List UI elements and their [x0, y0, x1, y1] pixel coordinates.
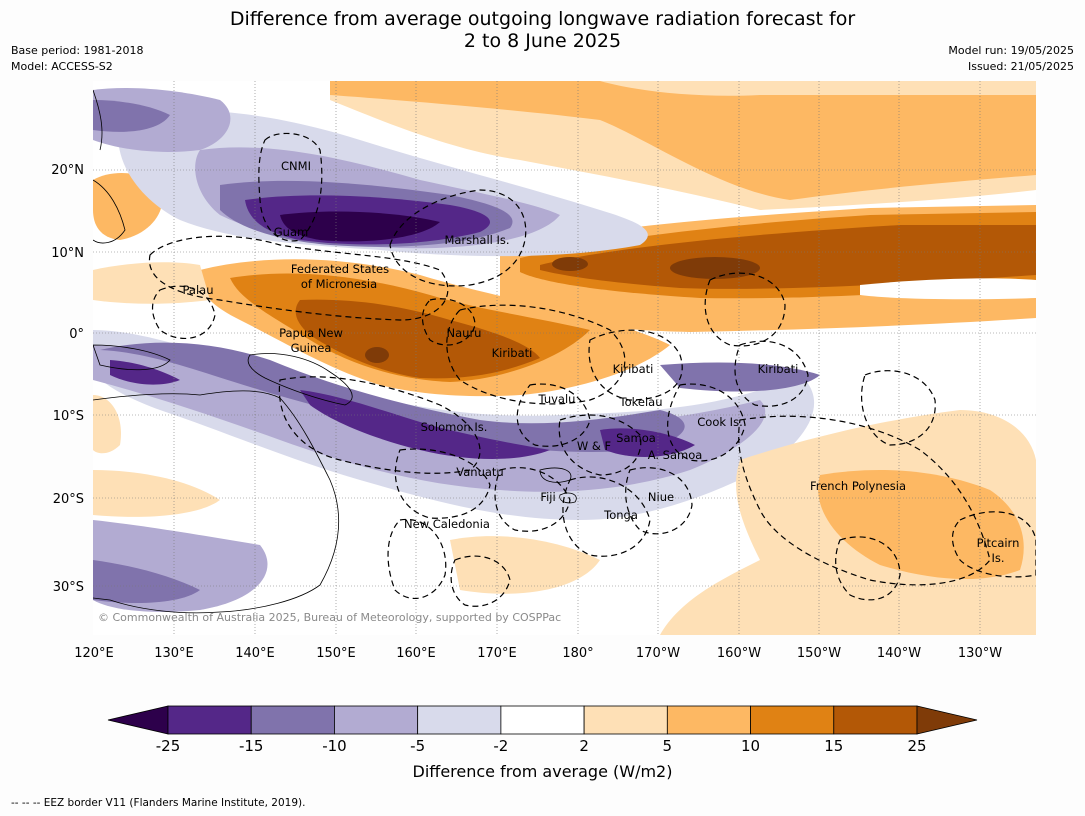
colorbar-tick-label: 25 — [907, 737, 926, 755]
lon-label-170e: 170°E — [477, 646, 517, 661]
colorbar-tick-label: -15 — [239, 737, 264, 755]
label-french-polynesia: French Polynesia — [810, 479, 906, 493]
model-run: Model run: 19/05/2025 — [948, 44, 1074, 57]
colorbar-segment — [334, 705, 419, 735]
label-cnmi: CNMI — [281, 159, 311, 173]
lat-label-20n: 20°N — [51, 163, 84, 178]
copyright-notice: © Commonwealth of Australia 2025, Bureau… — [98, 611, 561, 624]
base-period: Base period: 1981-2018 — [11, 44, 144, 57]
label-png-line2: Guinea — [291, 341, 332, 355]
lat-label-20s: 20°S — [53, 492, 84, 507]
label-kiribati-east: Kiribati — [758, 362, 799, 376]
meta-right: Model run: 19/05/2025 Issued: 21/05/2025 — [948, 43, 1074, 75]
title-line-2: 2 to 8 June 2025 — [463, 30, 622, 52]
colorbar-segment — [500, 705, 585, 735]
colorbar-tick-label: -25 — [156, 737, 181, 755]
lat-axis-labels: 20°N 10°N 0° 10°S 20°S 30°S — [51, 163, 84, 595]
map-title: Difference from average outgoing longwav… — [0, 8, 1085, 52]
colorbar-arrow-high — [916, 705, 978, 735]
model-name: Model: ACCESS-S2 — [11, 60, 113, 73]
label-niue: Niue — [648, 490, 674, 504]
label-cook-is: Cook Is. — [697, 415, 742, 429]
colorbar-segment — [750, 705, 835, 735]
colorbar-segment — [167, 705, 252, 735]
colorbar-tick-label: -10 — [322, 737, 347, 755]
place-labels: CNMI Guam Marshall Is. Federated States … — [183, 159, 1020, 565]
label-vanuatu: Vanuatu — [456, 465, 503, 479]
label-guam: Guam — [274, 225, 308, 239]
title-line-1: Difference from average outgoing longwav… — [229, 8, 856, 30]
colorbar-tick-label: 2 — [579, 737, 589, 755]
lat-label-0: 0° — [69, 327, 84, 342]
lon-label-140e: 140°E — [235, 646, 275, 661]
label-nauru: Nauru — [447, 326, 482, 340]
label-new-caledonia: New Caledonia — [404, 517, 490, 531]
label-samoa: Samoa — [616, 431, 656, 445]
label-wallis-futuna: W & F — [577, 439, 611, 453]
colorbar-segment — [666, 705, 751, 735]
lat-label-10s: 10°S — [53, 409, 84, 424]
lon-label-160e: 160°E — [396, 646, 436, 661]
label-tuvalu: Tuvalu — [538, 392, 576, 406]
lon-label-180: 180° — [562, 646, 593, 661]
colorbar-title: Difference from average (W/m2) — [412, 762, 673, 781]
label-kiribati-central: Kiribati — [613, 362, 654, 376]
colorbar-tick-label: 5 — [663, 737, 673, 755]
label-palau: Palau — [183, 283, 214, 297]
meta-left: Base period: 1981-2018 Model: ACCESS-S2 — [11, 43, 143, 75]
label-fiji: Fiji — [540, 490, 555, 504]
coastlines — [93, 89, 577, 614]
lon-label-170w: 170°W — [636, 646, 680, 661]
lat-label-30s: 30°S — [53, 580, 84, 595]
anomaly-field — [93, 81, 1036, 635]
colorbar-segment — [417, 705, 502, 735]
lon-label-150e: 150°E — [316, 646, 356, 661]
lat-label-10n: 10°N — [51, 246, 84, 261]
lon-label-130e: 130°E — [154, 646, 194, 661]
label-pitcairn-line2: Is. — [991, 551, 1004, 565]
colorbar-tick-label: 15 — [824, 737, 843, 755]
lon-label-140w: 140°W — [877, 646, 921, 661]
eez-footnote: -- -- -- EEZ border V11 (Flanders Marine… — [11, 797, 306, 809]
lon-label-120e: 120°E — [74, 646, 114, 661]
label-kiribati-west: Kiribati — [492, 346, 533, 360]
label-pitcairn-line1: Pitcairn — [977, 536, 1020, 550]
lon-label-160w: 160°W — [717, 646, 761, 661]
label-tokelau: Tokelau — [619, 395, 663, 409]
label-tonga: Tonga — [603, 508, 638, 522]
colorbar-segment — [250, 705, 335, 735]
colorbar-segment — [583, 705, 668, 735]
label-solomon-is: Solomon Is. — [421, 420, 488, 434]
lon-label-130w: 130°W — [958, 646, 1002, 661]
colorbar-arrow-low — [107, 705, 169, 735]
label-american-samoa: A. Samoa — [648, 448, 703, 462]
issued-date: Issued: 21/05/2025 — [967, 60, 1074, 73]
colorbar-tick-label: 10 — [741, 737, 760, 755]
colorbar-tick-label: -2 — [493, 737, 508, 755]
eez-borders — [148, 132, 1036, 607]
lon-axis-labels: 120°E 130°E 140°E 150°E 160°E 170°E 180°… — [74, 646, 1002, 661]
colorbar: -25 -15 -10 -5 -2 2 5 10 15 25 — [107, 705, 978, 755]
colorbar-segment — [833, 705, 918, 735]
colorbar-tick-label: -5 — [410, 737, 425, 755]
lon-label-150w: 150°W — [797, 646, 841, 661]
label-fsm-line2: of Micronesia — [301, 277, 377, 291]
label-fsm-line1: Federated States — [291, 262, 389, 276]
label-marshall-is: Marshall Is. — [444, 233, 509, 247]
label-png-line1: Papua New — [279, 326, 343, 340]
